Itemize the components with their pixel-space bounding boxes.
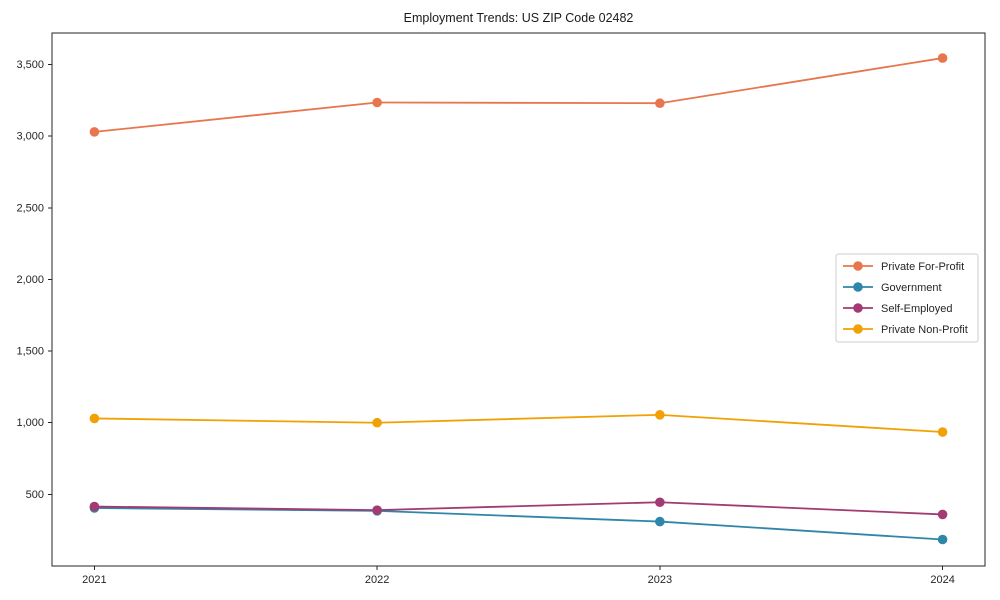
y-tick-label: 3,000 [16,131,44,143]
data-point-self-employed [372,505,382,515]
legend-label-government: Government [881,282,942,294]
legend-label-self-employed: Self-Employed [881,303,953,315]
y-tick-label: 2,000 [16,274,44,286]
y-tick-label: 1,500 [16,346,44,358]
series-line-government [94,507,943,541]
data-point-private-non-profit [937,427,948,437]
data-point-self-employed [89,501,100,512]
series-line-private-non-profit [94,413,943,433]
legend-marker-self-employed [853,303,863,313]
data-point-private-non-profit [372,417,382,428]
y-tick-label: 3,500 [16,59,44,71]
legend-label-private-non-profit: Private Non-Profit [881,324,968,336]
legend-marker-private-non-profit [853,324,863,334]
data-point-government [937,534,948,545]
series-line-self-employed [94,501,943,516]
data-point-private-for-profit [937,53,948,63]
x-tick-label: 2022 [365,574,389,586]
data-point-private-for-profit [655,98,665,109]
chart-title: Employment Trends: US ZIP Code 02482 [403,11,634,25]
data-point-self-employed [937,509,948,520]
x-tick-label: 2024 [930,574,954,586]
series-line-private-for-profit [94,57,943,133]
x-tick-label: 2023 [648,574,672,586]
legend-label-private-for-profit: Private For-Profit [881,261,964,273]
data-point-private-non-profit [89,413,100,424]
y-tick-label: 500 [26,489,44,501]
y-tick-label: 2,500 [16,202,44,214]
legend-box [835,253,979,343]
data-point-private-non-profit [655,410,665,420]
plot-area-border [51,32,986,567]
legend-marker-government [853,282,863,292]
data-point-government [655,516,665,527]
data-point-private-for-profit [372,97,382,108]
data-point-self-employed [655,497,665,508]
y-tick-label: 1,000 [16,417,44,429]
x-tick-label: 2021 [82,574,106,586]
data-point-private-for-profit [89,127,100,137]
legend-marker-private-for-profit [853,261,863,271]
